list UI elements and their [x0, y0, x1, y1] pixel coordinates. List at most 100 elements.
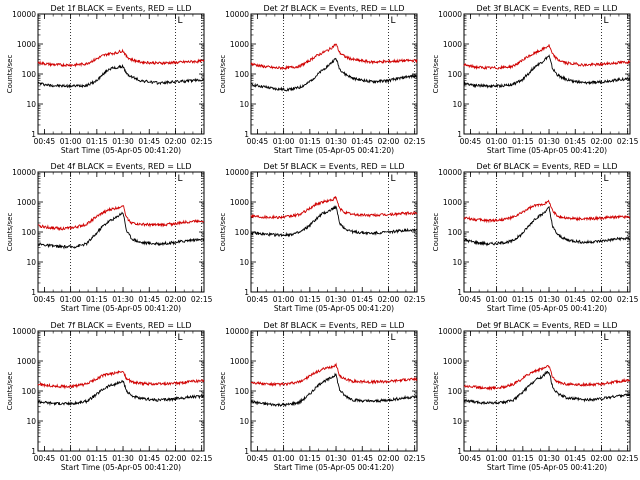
- y-tick-label: 100: [235, 228, 250, 237]
- panel-title: Det 1f BLACK = Events, RED = LLD: [50, 4, 191, 13]
- x-axis-label: Start Time (05-Apr-05 00:41:20): [274, 463, 394, 472]
- x-tick-label: 01:45: [564, 137, 586, 146]
- marker-label: L: [390, 333, 395, 343]
- lld-series-line: [463, 364, 631, 391]
- y-tick-label: 10: [239, 100, 249, 109]
- x-tick-label: 00:45: [460, 295, 482, 304]
- x-tick-label: 01:15: [86, 295, 108, 304]
- lld-series-line: [463, 199, 631, 224]
- detector-panel: Det 5f BLACK = Events, RED = LLD 1 10 100 10…: [219, 162, 426, 313]
- lld-series-line: [37, 205, 205, 232]
- y-tick-label: 10000: [438, 10, 462, 19]
- events-series-line: [37, 211, 205, 250]
- y-tick-label: 100: [448, 387, 463, 396]
- x-tick-label: 02:00: [591, 295, 613, 304]
- plot-frame: [463, 13, 631, 135]
- x-tick-label: 02:15: [404, 295, 426, 304]
- lld-series-line: [250, 195, 418, 220]
- marker-label: L: [603, 16, 608, 26]
- marker-label: L: [603, 333, 608, 343]
- x-tick-label: 02:15: [617, 295, 639, 304]
- panel-title: Det 3f BLACK = Events, RED = LLD: [476, 4, 617, 13]
- x-tick-label: 02:15: [191, 295, 213, 304]
- marker-label: L: [177, 174, 182, 184]
- x-tick-label: 01:15: [299, 295, 321, 304]
- x-tick-label: 00:45: [34, 454, 56, 463]
- plot-frame: [37, 330, 205, 452]
- y-tick-label: 100: [235, 387, 250, 396]
- y-axis-label: Counts/sec: [432, 213, 440, 252]
- y-tick-label: 1000: [443, 198, 462, 207]
- x-tick-label: 01:00: [486, 137, 508, 146]
- y-tick-label: 10: [452, 100, 462, 109]
- marker-label: L: [177, 16, 182, 26]
- x-tick-label: 00:45: [247, 295, 269, 304]
- panel-title: Det 5f BLACK = Events, RED = LLD: [263, 162, 404, 171]
- lld-series-line: [250, 43, 418, 71]
- x-tick-label: 01:45: [138, 295, 160, 304]
- y-axis-label: Counts/sec: [6, 213, 14, 252]
- y-tick-label: 1: [457, 447, 462, 456]
- x-tick-label: 01:00: [60, 454, 82, 463]
- x-tick-label: 01:45: [564, 295, 586, 304]
- events-series-line: [37, 379, 205, 406]
- y-tick-label: 1000: [443, 357, 462, 366]
- x-tick-label: 01:00: [60, 137, 82, 146]
- x-tick-label: 01:30: [538, 454, 560, 463]
- x-tick-label: 01:15: [512, 295, 534, 304]
- panel-title: Det 8f BLACK = Events, RED = LLD: [263, 321, 404, 330]
- x-axis-label: Start Time (05-Apr-05 00:41:20): [61, 304, 181, 313]
- x-tick-label: 01:30: [112, 295, 134, 304]
- x-tick-label: 00:45: [460, 454, 482, 463]
- x-axis-label: Start Time (05-Apr-05 00:41:20): [61, 463, 181, 472]
- events-series-line: [463, 370, 631, 405]
- x-axis-label: Start Time (05-Apr-05 00:41:20): [487, 146, 607, 155]
- lld-series-line: [250, 362, 418, 388]
- x-tick-label: 01:00: [273, 137, 295, 146]
- plot-frame: [250, 330, 418, 452]
- y-axis-label: Counts/sec: [219, 55, 227, 94]
- y-tick-label: 100: [448, 70, 463, 79]
- plot-frame: [37, 171, 205, 293]
- marker-label: L: [390, 16, 395, 26]
- x-tick-label: 01:15: [86, 454, 108, 463]
- y-tick-label: 100: [448, 228, 463, 237]
- y-tick-label: 10000: [438, 327, 462, 336]
- panel-title: Det 2f BLACK = Events, RED = LLD: [263, 4, 404, 13]
- y-tick-label: 100: [22, 228, 37, 237]
- x-tick-label: 01:30: [112, 454, 134, 463]
- x-tick-label: 01:45: [351, 295, 373, 304]
- x-axis-label: Start Time (05-Apr-05 00:41:20): [274, 304, 394, 313]
- x-tick-label: 01:45: [138, 454, 160, 463]
- y-axis-label: Counts/sec: [432, 372, 440, 411]
- x-tick-label: 01:00: [60, 295, 82, 304]
- x-tick-label: 01:00: [273, 295, 295, 304]
- x-tick-label: 01:15: [299, 454, 321, 463]
- detector-panel: Det 7f BLACK = Events, RED = LLD 1 10 100 10…: [6, 321, 213, 472]
- y-tick-label: 1000: [17, 40, 36, 49]
- events-series-line: [250, 372, 418, 408]
- y-tick-label: 1: [31, 130, 36, 139]
- y-tick-label: 1000: [230, 198, 249, 207]
- x-tick-label: 01:15: [512, 137, 534, 146]
- y-tick-label: 1000: [17, 198, 36, 207]
- y-tick-label: 1000: [443, 40, 462, 49]
- y-tick-label: 10000: [12, 327, 36, 336]
- y-tick-label: 1: [31, 447, 36, 456]
- y-tick-label: 1: [244, 130, 249, 139]
- x-tick-label: 01:30: [538, 137, 560, 146]
- panel-title: Det 4f BLACK = Events, RED = LLD: [50, 162, 191, 171]
- detector-panel: Det 4f BLACK = Events, RED = LLD 1 10 100 10…: [6, 162, 213, 313]
- x-axis-label: Start Time (05-Apr-05 00:41:20): [487, 304, 607, 313]
- lld-series-line: [37, 48, 205, 68]
- y-axis-label: Counts/sec: [432, 55, 440, 94]
- x-tick-label: 02:00: [165, 454, 187, 463]
- x-tick-label: 02:00: [165, 295, 187, 304]
- y-tick-label: 10000: [12, 168, 36, 177]
- marker-label: L: [603, 174, 608, 184]
- x-tick-label: 02:00: [591, 454, 613, 463]
- detector-panel: Det 1f BLACK = Events, RED = LLD 1 10 100 10…: [6, 4, 213, 155]
- x-tick-label: 02:15: [191, 137, 213, 146]
- x-tick-label: 02:00: [378, 137, 400, 146]
- y-tick-label: 10: [239, 417, 249, 426]
